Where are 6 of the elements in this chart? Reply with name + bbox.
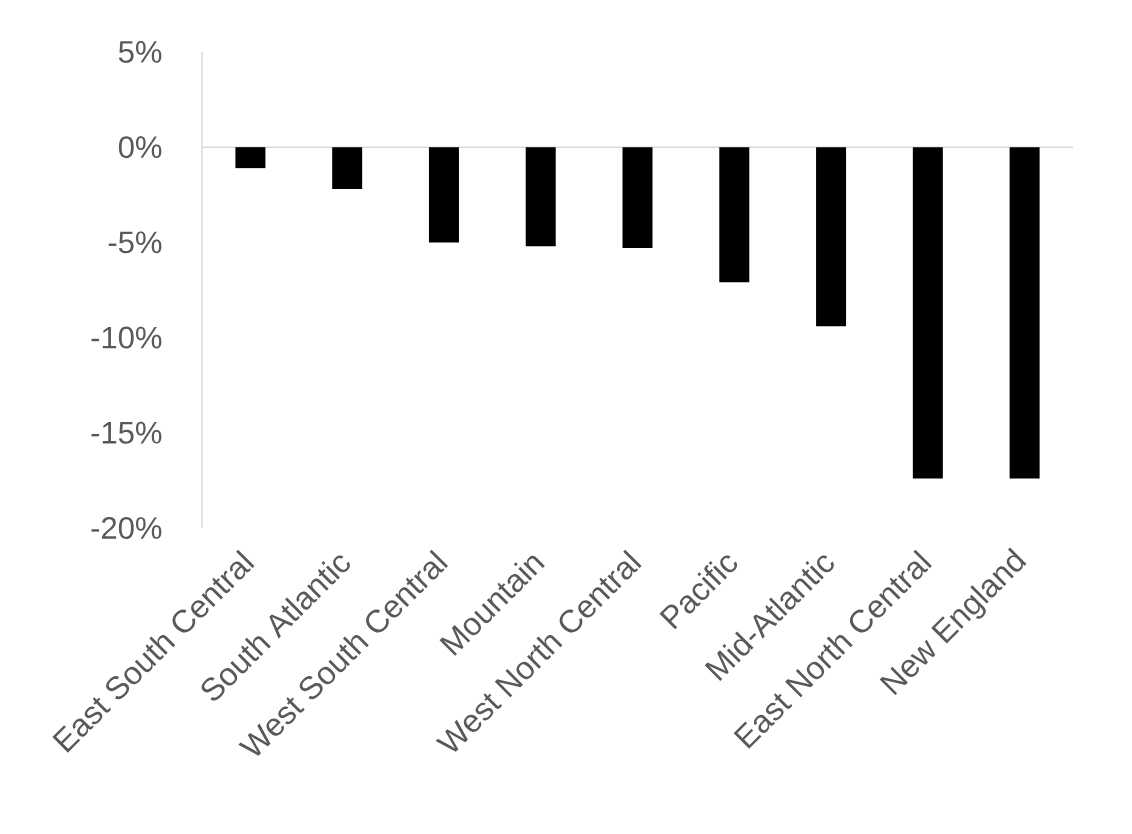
y-tick-label: -10%: [91, 326, 162, 349]
y-tick-label: -20%: [91, 517, 162, 539]
y-tick-label: -15%: [91, 421, 162, 444]
y-tick-label: 0%: [118, 136, 162, 159]
y-tick-label: -5%: [108, 231, 162, 254]
y-tick-label: 5%: [118, 41, 162, 63]
